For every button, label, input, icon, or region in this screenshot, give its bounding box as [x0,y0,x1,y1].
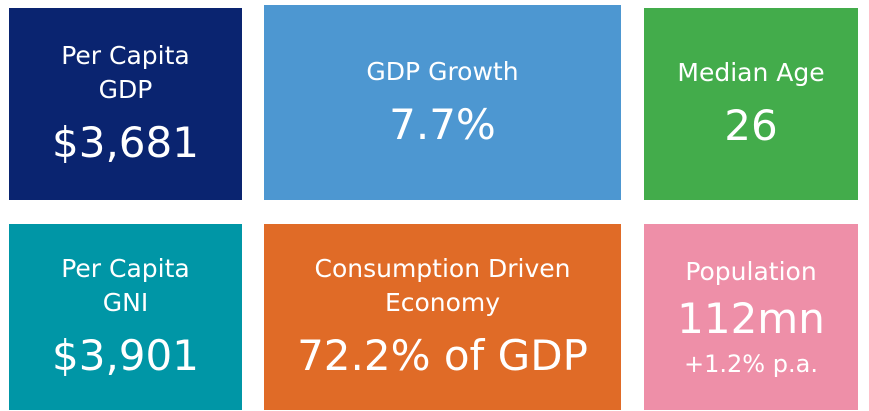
tile-value: 112mn [677,294,825,343]
tile-value: 7.7% [389,99,496,149]
tile-note: +1.2% p.a. [684,350,818,378]
tile-label: Population [685,257,817,286]
tile-value: $3,901 [52,331,199,380]
tile: Consumption Driven Economy 72.2% of GDP [264,224,621,410]
tile-label: Per Capita GNI [61,254,190,317]
tile-value: 26 [724,101,778,150]
tile-label: GDP Growth [366,56,519,86]
tile-label: Per Capita GDP [61,41,190,104]
tile: GDP Growth 7.7% [264,5,621,200]
tile: Per Capita GDP $3,681 [9,8,242,200]
tile: Median Age 26 [644,8,858,200]
tile: Population 112mn +1.2% p.a. [644,224,858,410]
tile: Per Capita GNI $3,901 [9,224,242,410]
tile-value: $3,681 [52,118,199,167]
tile-value: 72.2% of GDP [297,331,588,380]
tile-label: Consumption Driven Economy [314,254,571,317]
tile-label: Median Age [677,58,825,87]
